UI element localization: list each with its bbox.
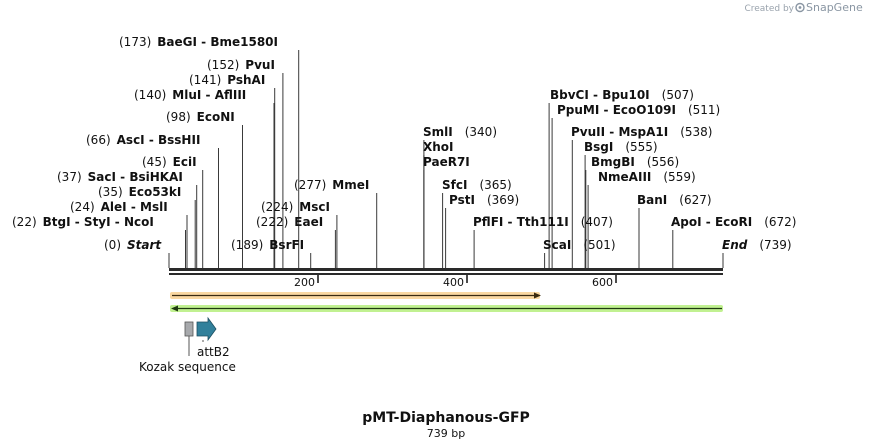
site-label-saci[interactable]: (37) SacI - BsiHKAI (57, 170, 183, 184)
orange-feature-bar[interactable] (170, 292, 541, 299)
credit-prefix: Created by (744, 4, 794, 14)
site-label-alei[interactable]: (24) AleI - MslI (70, 200, 168, 214)
site-label-msci[interactable]: (224) MscI (261, 200, 330, 214)
site-labels: (173) BaeGI - Bme1580I (152) PvuI (141) Psh… (12, 35, 796, 252)
site-label-btgi[interactable]: (22) BtgI - StyI - NcoI (12, 215, 154, 229)
site-label-start[interactable]: (0) Start (104, 238, 162, 252)
ruler-label-400: 400 (443, 276, 464, 289)
credit-brand: SnapGene (806, 1, 863, 14)
ruler-label-600: 600 (592, 276, 613, 289)
feature-kozak[interactable]: Kozak sequence (139, 321, 236, 374)
site-label-scai[interactable]: ScaI (501) (543, 238, 616, 252)
ruler: 200 400 600 (294, 275, 617, 289)
site-label-pvui[interactable]: (152) PvuI (207, 58, 275, 72)
sequence-backbone (169, 268, 723, 275)
site-label-econi[interactable]: (98) EcoNI (166, 110, 235, 124)
site-label-ppumi[interactable]: PpuMI - EcoO109I (511) (557, 103, 720, 117)
map-title: pMT-Diaphanous-GFP (362, 410, 530, 426)
site-label-bsrfi[interactable]: (189) BsrFI (231, 238, 304, 252)
site-label-smli[interactable]: SmlI (340) (423, 125, 497, 139)
site-label-bbvci[interactable]: BbvCI - Bpu10I (507) (550, 88, 694, 102)
feature-label-attb2: attB2 (197, 345, 230, 359)
snapgene-credit: Created by SnapGene (744, 1, 862, 14)
site-label-pvuii[interactable]: PvuII - MspA1I (538) (571, 125, 713, 139)
site-label-nmeaiii[interactable]: NmeAIII (559) (598, 170, 696, 184)
site-label-xhoi[interactable]: XhoI (423, 140, 454, 154)
site-label-pshai[interactable]: (141) PshAI (189, 73, 265, 87)
site-label-paer7i[interactable]: PaeR7I (423, 155, 470, 169)
site-leader-lines (168, 50, 724, 268)
site-label-pflfi[interactable]: PflFI - Tth111I (407) (473, 215, 613, 229)
site-label-end[interactable]: End (739) (722, 238, 792, 252)
feature-label-kozak: Kozak sequence (139, 360, 236, 374)
site-label-sfci[interactable]: SfcI (365) (442, 178, 512, 192)
snapgene-logo-icon (795, 2, 805, 13)
site-label-eaei[interactable]: (222) EaeI (256, 215, 323, 229)
site-label-ecii[interactable]: (45) EciI (142, 155, 197, 169)
site-label-bani[interactable]: BanI (627) (637, 193, 712, 207)
map-length: 739 bp (427, 427, 465, 440)
site-label-apoi[interactable]: ApoI - EcoRI (672) (671, 215, 796, 229)
site-label-baegi[interactable]: (173) BaeGI - Bme1580I (119, 35, 278, 49)
site-label-mmei[interactable]: (277) MmeI (294, 178, 369, 192)
site-label-eco53ki[interactable]: (35) Eco53kI (98, 185, 181, 199)
site-label-asci[interactable]: (66) AscI - BssHII (86, 133, 200, 147)
ruler-label-200: 200 (294, 276, 315, 289)
site-label-psti[interactable]: PstI (369) (449, 193, 519, 207)
feature-attb2[interactable]: attB2 (196, 316, 230, 359)
site-label-mlui[interactable]: (140) MluI - AflIII (134, 88, 246, 102)
site-label-bsgi[interactable]: BsgI (555) (584, 140, 658, 154)
site-label-bmgbi[interactable]: BmgBI (556) (591, 155, 679, 169)
green-feature-bar[interactable] (170, 305, 723, 312)
